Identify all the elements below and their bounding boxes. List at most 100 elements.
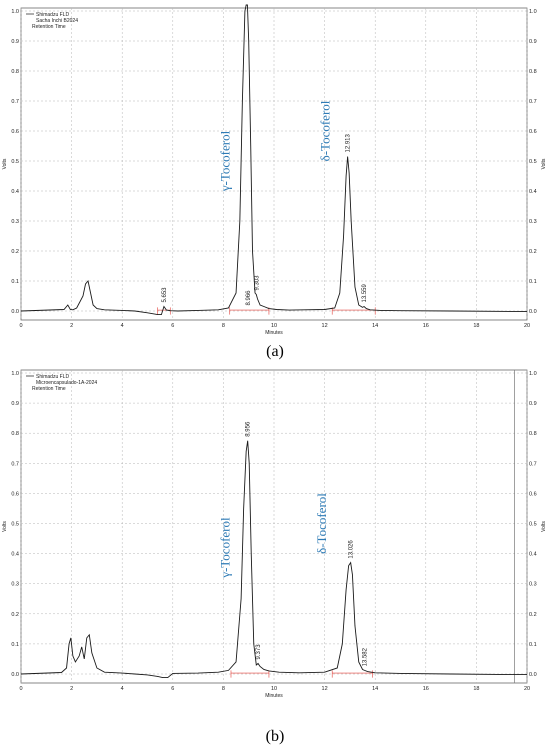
chart-panel-2: 0 2 4 6 8 10 12 14 16 18 20 0.0 0.0 0.1 0.1 0.2 0.2 0.3 0.… xyxy=(2,369,547,745)
x-tick-label: 2 xyxy=(70,686,73,692)
y-tick-label-right: 0.4 xyxy=(529,552,537,558)
chromatogram-line xyxy=(20,440,527,679)
chart-panel-1: 0 2 4 6 8 10 12 14 16 18 20 0.0 0.0 0.1 0.1 0.2 0.2 0.3 0.… xyxy=(2,4,547,360)
y-tick-label-left: 0.2 xyxy=(11,249,19,255)
y-tick-label-left: 0.8 xyxy=(11,69,19,75)
y-axis-label-left: Volts xyxy=(2,521,8,532)
y-tick-label-right: 0.0 xyxy=(529,309,537,315)
y-tick-label-right: 0.8 xyxy=(529,431,537,437)
y-tick-label-right: 0.3 xyxy=(529,582,537,588)
y-tick-label-left: 1.0 xyxy=(11,371,19,377)
peak-label: 9.303 xyxy=(254,275,260,291)
y-tick-label-left: 0.0 xyxy=(11,309,19,315)
y-tick-label-left: 0.2 xyxy=(11,612,19,618)
y-tick-label-left: 0.3 xyxy=(11,219,19,225)
y-tick-label-right: 0.8 xyxy=(529,69,537,75)
y-tick-label-right: 0.3 xyxy=(529,219,537,225)
peak-label: 13.026 xyxy=(349,540,355,559)
panel-label: (a) xyxy=(266,343,284,360)
x-tick-label: 8 xyxy=(222,323,225,329)
y-tick-label-right: 0.4 xyxy=(529,189,537,195)
chromatogram-line xyxy=(20,4,528,316)
y-tick-label-left: 0.1 xyxy=(11,279,19,285)
x-tick-label: 10 xyxy=(271,323,277,329)
y-tick-label-right: 0.5 xyxy=(529,522,537,528)
x-tick-label: 4 xyxy=(121,323,124,329)
legend: Shimadzu FLDMicroencapsulado-1A-2024Rete… xyxy=(26,374,97,392)
x-tick-label: 0 xyxy=(19,686,22,692)
peak-label: 12.913 xyxy=(346,133,352,152)
peak-label: 13.582 xyxy=(363,647,369,666)
x-tick-label: 8 xyxy=(222,686,225,692)
y-tick-label-right: 0.2 xyxy=(529,612,537,618)
y-tick-label-left: 0.1 xyxy=(11,642,19,648)
legend-retention-time: Retention Time xyxy=(32,386,66,392)
x-tick-label: 6 xyxy=(171,686,174,692)
y-tick-label-left: 0.8 xyxy=(11,431,19,437)
x-tick-label: 14 xyxy=(372,686,378,692)
x-tick-label: 10 xyxy=(271,686,277,692)
x-axis-label: Minutes xyxy=(265,330,283,336)
y-tick-label-right: 0.7 xyxy=(529,99,537,105)
compound-label: γ-Tocoferol xyxy=(218,517,233,579)
y-tick-label-left: 0.7 xyxy=(11,461,19,467)
peak-label: 8.966 xyxy=(246,290,252,306)
compound-label: γ-Tocoferol xyxy=(218,130,233,192)
y-tick-label-right: 0.1 xyxy=(529,642,537,648)
y-tick-label-right: 0.1 xyxy=(529,279,537,285)
x-tick-label: 18 xyxy=(473,323,479,329)
y-tick-label-right: 1.0 xyxy=(529,9,537,15)
y-tick-label-right: 0.2 xyxy=(529,249,537,255)
y-tick-label-left: 0.4 xyxy=(11,552,19,558)
y-tick-label-left: 0.6 xyxy=(11,129,19,135)
x-tick-label: 16 xyxy=(423,686,429,692)
y-tick-label-left: 1.0 xyxy=(11,9,19,15)
x-tick-label: 14 xyxy=(372,323,378,329)
x-tick-label: 2 xyxy=(70,323,73,329)
y-tick-label-left: 0.9 xyxy=(11,401,19,407)
legend-retention-time: Retention Time xyxy=(32,24,66,30)
y-tick-label-left: 0.3 xyxy=(11,582,19,588)
y-tick-label-right: 0.0 xyxy=(529,672,537,678)
y-tick-label-left: 0.5 xyxy=(11,159,19,165)
y-tick-label-right: 0.6 xyxy=(529,491,537,497)
compound-label: δ-Tocoferol xyxy=(314,493,329,554)
y-tick-label-right: 0.9 xyxy=(529,401,537,407)
peak-label: 8.956 xyxy=(246,421,252,437)
y-tick-label-left: 0.9 xyxy=(11,39,19,45)
y-tick-label-right: 0.5 xyxy=(529,159,537,165)
y-axis-label-left: Volts xyxy=(2,158,8,169)
y-tick-label-right: 0.6 xyxy=(529,129,537,135)
peak-label: 13.559 xyxy=(362,283,368,302)
x-tick-label: 16 xyxy=(423,323,429,329)
x-tick-label: 0 xyxy=(19,323,22,329)
peak-label: 9.373 xyxy=(256,644,262,660)
y-axis-label-right: Volts xyxy=(541,521,547,532)
x-tick-label: 18 xyxy=(473,686,479,692)
y-tick-label-left: 0.6 xyxy=(11,491,19,497)
y-tick-label-left: 0.0 xyxy=(11,672,19,678)
y-tick-label-right: 1.0 xyxy=(529,371,537,377)
y-tick-label-left: 0.5 xyxy=(11,522,19,528)
legend-detector: Shimadzu FLD xyxy=(36,374,69,380)
x-tick-label: 12 xyxy=(322,686,328,692)
legend-sample: Sacha Inchi B2024 xyxy=(36,18,78,24)
y-tick-label-right: 0.7 xyxy=(529,461,537,467)
y-tick-label-right: 0.9 xyxy=(529,39,537,45)
legend-sample: Microencapsulado-1A-2024 xyxy=(36,380,97,386)
x-tick-label: 20 xyxy=(524,686,530,692)
compound-label: δ-Tocoferol xyxy=(318,100,333,161)
x-tick-label: 12 xyxy=(322,323,328,329)
y-tick-label-left: 0.7 xyxy=(11,99,19,105)
y-tick-label-left: 0.4 xyxy=(11,189,19,195)
x-axis-label: Minutes xyxy=(265,693,283,699)
y-axis-label-right: Volts xyxy=(541,158,547,169)
peak-label: 5.653 xyxy=(162,287,168,303)
panel-label: (b) xyxy=(266,728,285,745)
legend-detector: Shimadzu FLD xyxy=(36,12,69,18)
x-tick-label: 20 xyxy=(524,323,530,329)
x-tick-label: 4 xyxy=(121,686,124,692)
